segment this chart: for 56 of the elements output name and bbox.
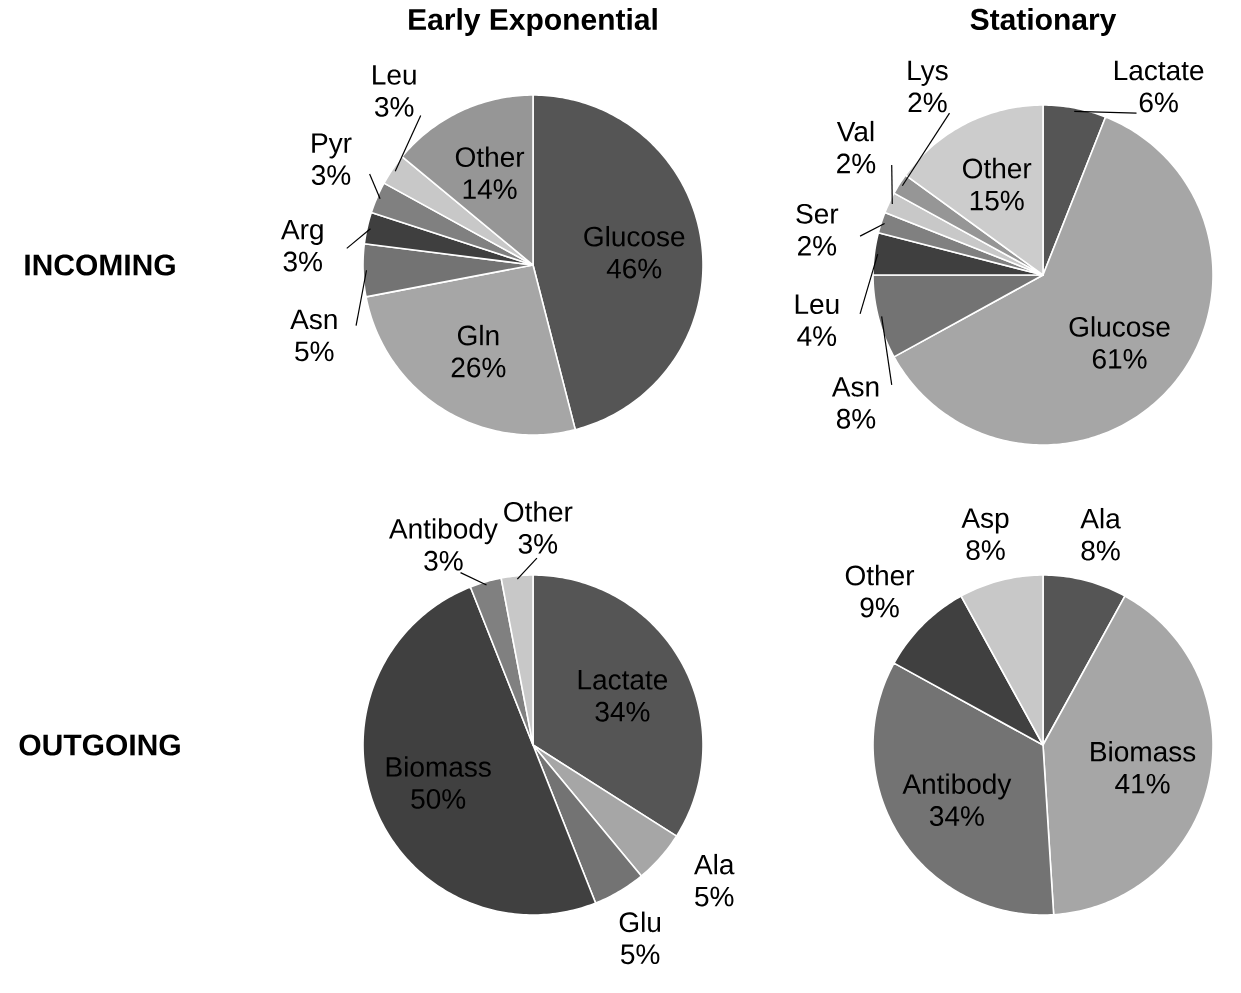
chart-title: Early Exponential [409,8,657,36]
data-label: 2% [837,153,876,174]
text: INCOMING [25,254,175,276]
slice-label: Asn [290,309,337,330]
slice-label: Val [836,120,874,142]
data-label: 8% [836,408,876,429]
slice-label: Other [845,564,915,586]
slice-label: Lactate [578,670,668,690]
data-label: 14% [463,179,517,199]
data-label: 34% [929,806,984,826]
slice-label: Other [455,146,525,168]
text: OUTGOING [19,734,180,756]
data-label: 8% [966,540,1005,561]
slice-label: Antibody [902,773,1012,800]
slice-label: Pyr [312,133,352,159]
slice-label: Glucose [1069,316,1170,337]
slice-label: Glucose [584,225,685,247]
slice-label: Asn [831,377,879,397]
data-label: 4% [797,326,837,346]
slice-label: Biomass [386,756,491,777]
slice-label: Antibody [389,518,498,545]
slice-label: Glu [619,911,661,933]
data-label: 3% [311,165,351,185]
chart-title: Stationary [970,8,1117,36]
slice-label: Biomass [1091,741,1196,762]
data-label: 3% [424,550,463,571]
slice-label: Ser [796,203,839,224]
slice-label: Ala [1080,507,1121,529]
data-label: 8% [1081,540,1120,561]
data-label: 46% [606,258,662,279]
slice-label: Other [963,157,1032,179]
data-label: 15% [970,190,1024,211]
data-label: 5% [695,886,734,907]
slice-label: Gln [457,324,499,346]
slice-label: Asp [961,508,1009,534]
data-label: 3% [375,96,414,117]
slice-label: Ala [694,853,735,875]
slice-label: Lys [908,60,948,86]
data-label: 5% [295,341,334,362]
slice-label: Leu [795,294,839,315]
data-label: 2% [798,235,837,256]
data-label: 26% [451,357,506,378]
data-label: 34% [595,701,650,722]
slice-label: Leu [373,65,416,85]
data-label: 50% [411,789,466,809]
slice-label: Lactate [1114,60,1204,81]
slice-label: Other [504,501,573,522]
data-label: 3% [283,251,322,272]
data-label: 3% [518,533,558,554]
data-label: 41% [1115,773,1170,794]
data-label: 61% [1092,348,1147,369]
slice-label: Arg [281,219,323,245]
data-label: 2% [908,92,947,113]
data-label: 9% [860,597,899,618]
data-label: 6% [1139,92,1178,113]
data-label: 5% [621,944,660,965]
